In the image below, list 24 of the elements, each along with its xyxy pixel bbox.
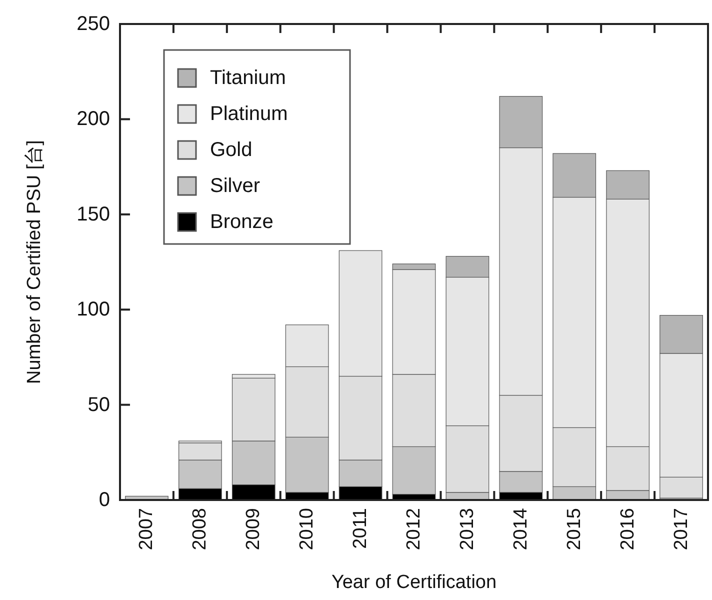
y-tick-label: 100 — [76, 298, 110, 321]
y-tick-label: 200 — [76, 108, 110, 130]
x-tick-label: 2007 — [136, 508, 158, 550]
x-tick-label: 2013 — [456, 508, 478, 550]
x-tick-label: 2016 — [617, 508, 638, 550]
legend-label: Bronze — [210, 211, 274, 233]
x-tick-label: 2008 — [190, 508, 211, 550]
x-tick-label: 2009 — [243, 508, 264, 550]
x-tick-label: 2011 — [350, 508, 372, 549]
legend-label: Gold — [210, 139, 252, 161]
x-axis-title: Year of Certification — [331, 572, 497, 593]
x-tick-label: 2017 — [670, 508, 692, 550]
y-tick-label: 50 — [88, 394, 110, 416]
x-tick-label: 2015 — [564, 508, 585, 550]
y-tick-label: 0 — [98, 489, 110, 511]
y-tick-label: 150 — [76, 203, 110, 226]
x-tick-label: 2014 — [510, 508, 532, 550]
y-axis-title: Number of Certified PSU [台] — [24, 140, 45, 384]
legend-label: Silver — [210, 175, 260, 197]
y-tick-label: 250 — [76, 13, 110, 35]
x-tick-label: 2012 — [404, 508, 424, 550]
legend-label: Titanium — [210, 67, 286, 89]
x-tick-label: 2010 — [296, 508, 318, 550]
legend-label: Platinum — [210, 103, 288, 125]
